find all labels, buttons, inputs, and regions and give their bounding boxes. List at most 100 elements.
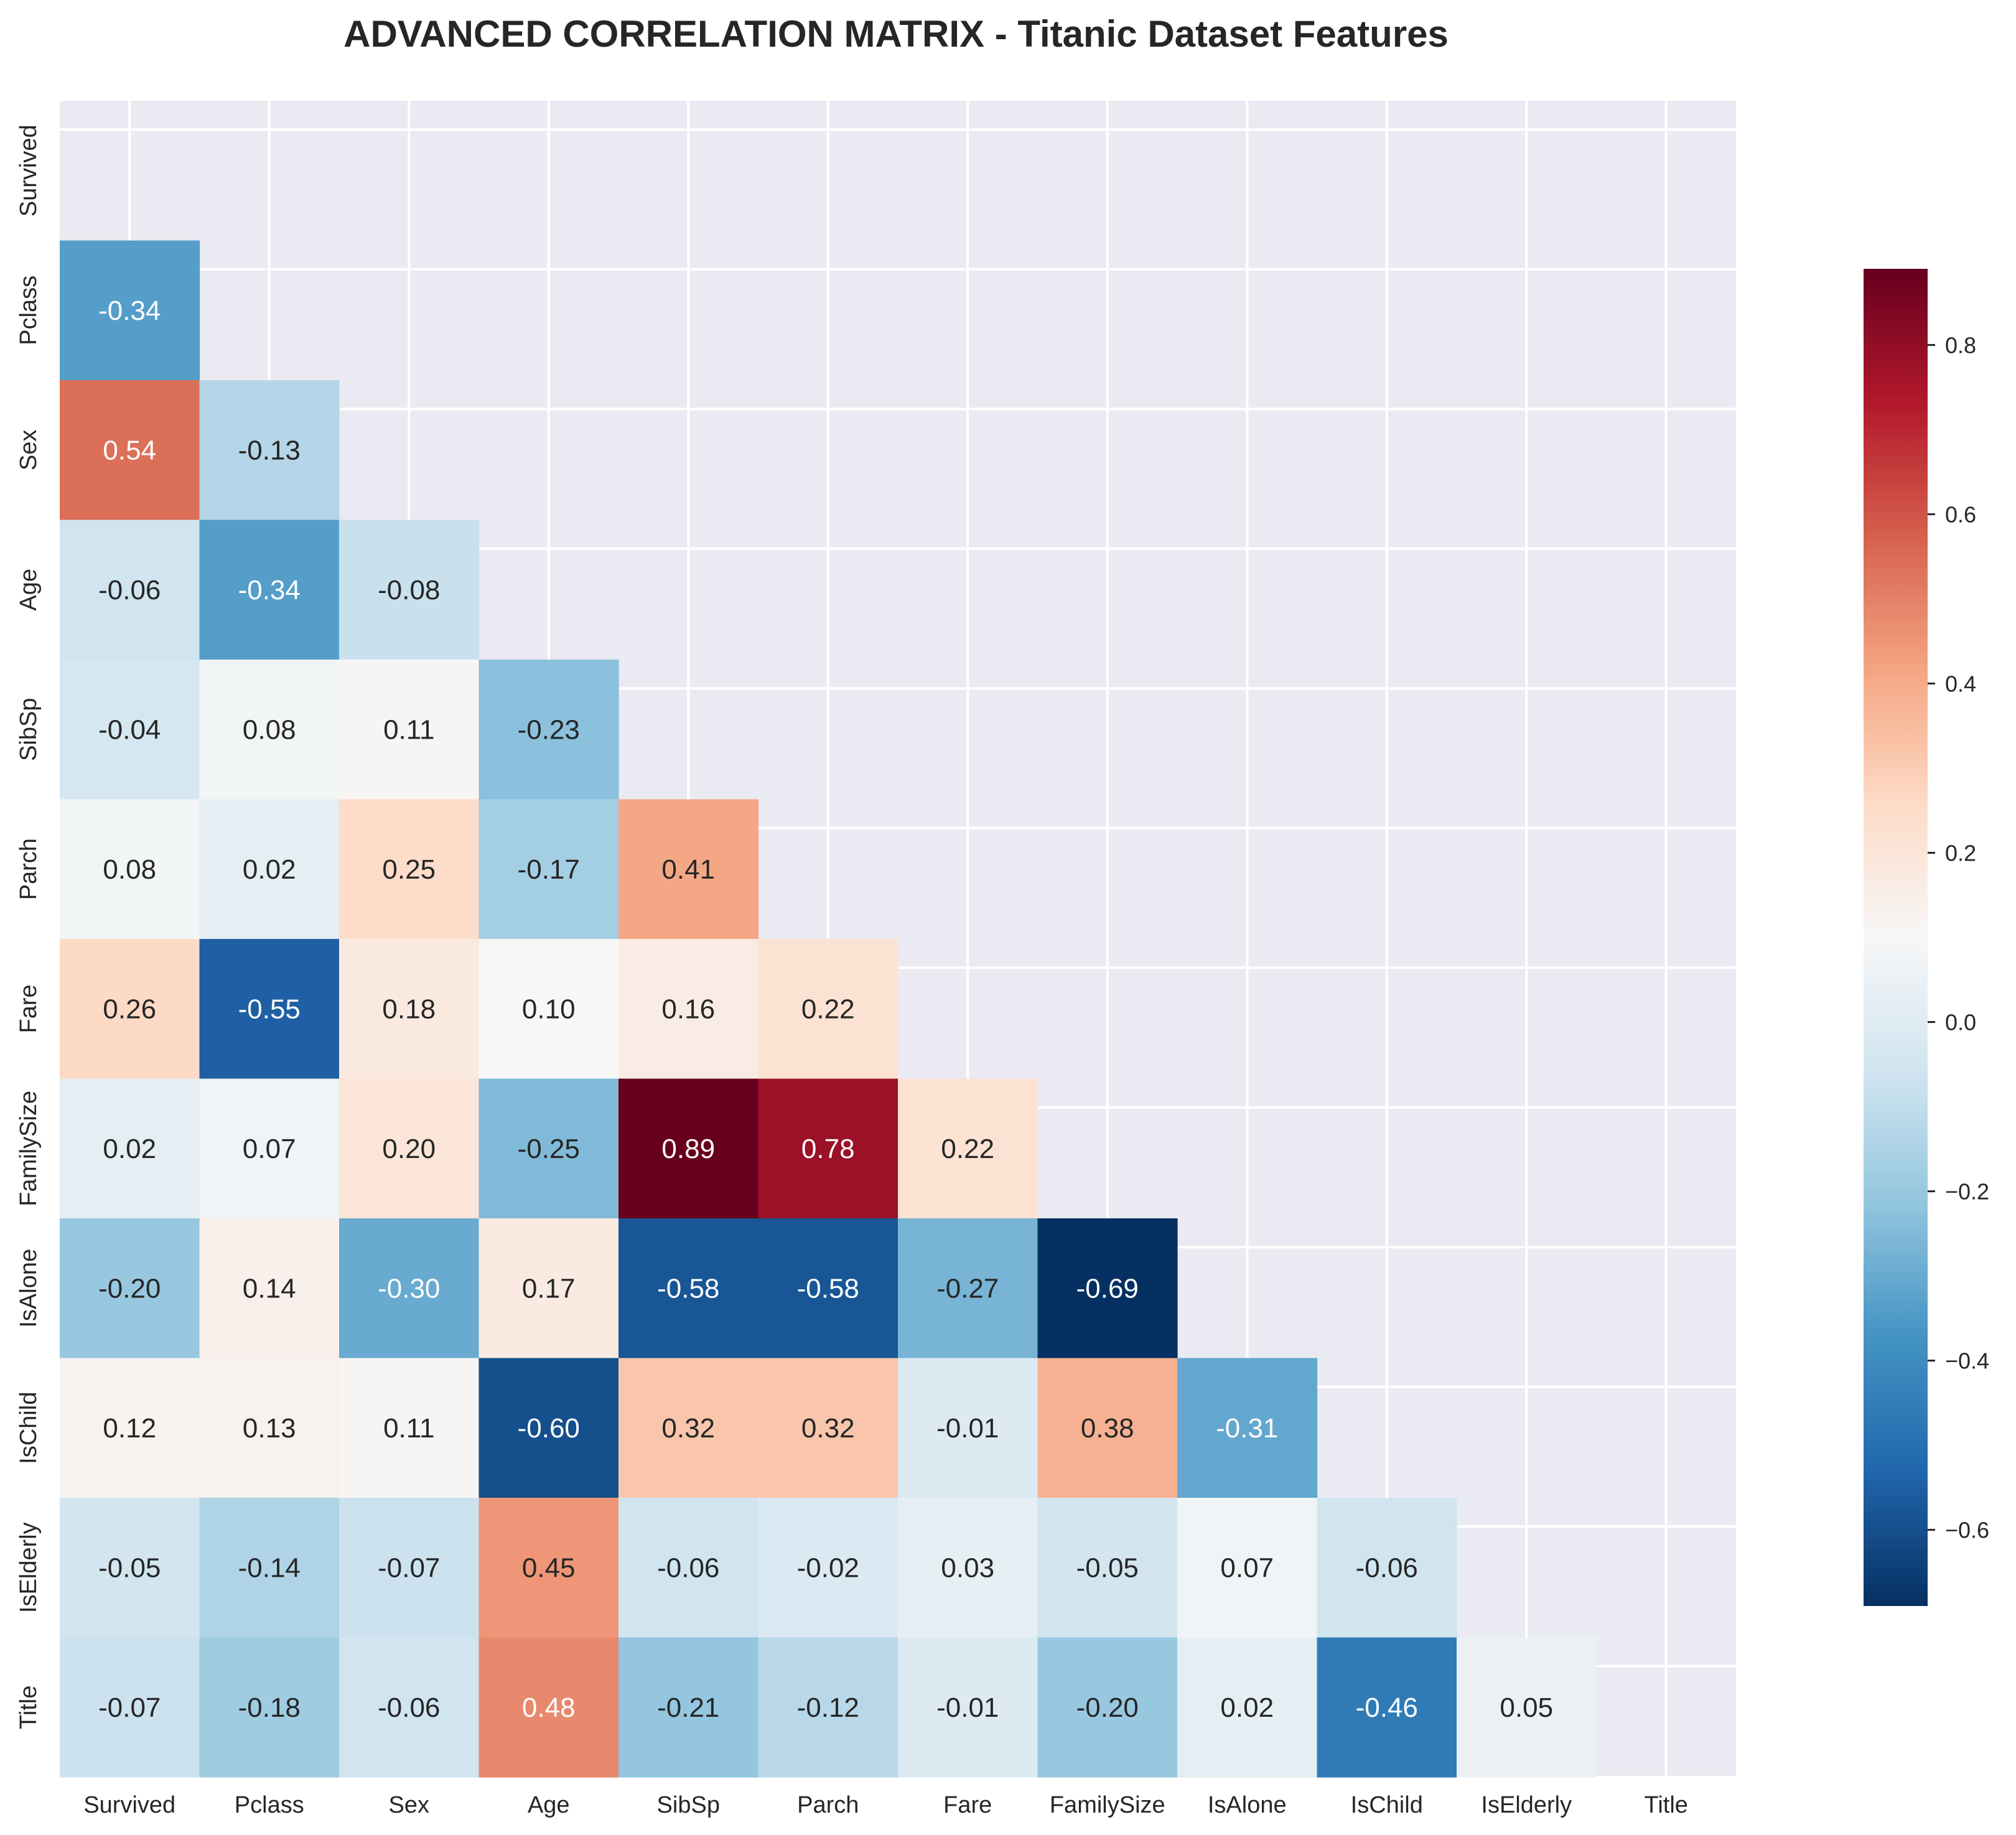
heatmap-cell-Pclass-Survived <box>60 240 200 381</box>
y-tick-label-Age: Age <box>16 569 42 611</box>
cell-value-IsChild-Survived: 0.12 <box>103 1413 156 1444</box>
heatmap-cell-Fare-Pclass <box>199 939 340 1080</box>
heatmap-cell-FamilySize-Pclass <box>199 1078 340 1219</box>
heatmap-cell-IsChild-Pclass <box>199 1358 340 1498</box>
cell-value-Age-Sex: -0.08 <box>378 575 440 605</box>
y-tick-label-IsChild: IsChild <box>16 1392 42 1464</box>
x-tick-label-Survived: Survived <box>83 1792 175 1818</box>
cell-value-Title-Pclass: -0.18 <box>238 1693 301 1723</box>
y-tick-label-IsElderly: IsElderly <box>16 1522 42 1613</box>
heatmap-cell-FamilySize-Parch <box>758 1078 898 1219</box>
heatmap-cell-IsElderly-Age <box>478 1498 619 1638</box>
heatmap-cell-Title-IsAlone <box>1177 1637 1318 1778</box>
cell-value-IsAlone-Parch: -0.58 <box>797 1273 859 1304</box>
heatmap-cell-IsChild-Sex <box>339 1358 480 1498</box>
cell-value-FamilySize-Survived: 0.02 <box>103 1134 156 1164</box>
heatmap-cell-IsElderly-Survived <box>60 1498 200 1638</box>
heatmap-cell-IsAlone-SibSp <box>618 1218 759 1359</box>
cell-value-Fare-Age: 0.10 <box>522 994 576 1024</box>
heatmap-cell-IsAlone-FamilySize <box>1037 1218 1178 1359</box>
cell-value-IsAlone-SibSp: -0.58 <box>657 1273 719 1304</box>
heatmap-cell-Title-Parch <box>758 1637 898 1778</box>
cell-value-Title-IsElderly: 0.05 <box>1500 1693 1553 1723</box>
heatmap-cell-Title-IsElderly <box>1457 1637 1597 1778</box>
y-tick-label-Survived: Survived <box>16 124 42 217</box>
y-tick-label-Pclass: Pclass <box>16 276 42 345</box>
cell-value-IsElderly-IsChild: -0.06 <box>1356 1553 1418 1583</box>
heatmap-cell-Parch-Age <box>478 799 619 940</box>
cell-value-IsElderly-IsAlone: 0.07 <box>1220 1553 1274 1583</box>
colorbar-tick-label: 0.0 <box>1945 1010 1976 1035</box>
cell-value-IsAlone-Pclass: 0.14 <box>243 1273 296 1304</box>
heatmap-cell-IsChild-Survived <box>60 1358 200 1498</box>
cell-value-IsChild-Sex: 0.11 <box>383 1413 434 1444</box>
x-tick-label-IsChild: IsChild <box>1351 1792 1423 1818</box>
colorbar-tick-label: −0.6 <box>1945 1518 1989 1543</box>
cell-value-IsChild-FamilySize: 0.38 <box>1081 1413 1134 1444</box>
cell-value-Title-Age: 0.48 <box>522 1693 576 1723</box>
colorbar-tick-label: −0.4 <box>1945 1348 1989 1374</box>
cell-value-IsChild-IsAlone: -0.31 <box>1216 1413 1278 1444</box>
heatmap-cell-IsElderly-SibSp <box>618 1498 759 1638</box>
y-tick-label-FamilySize: FamilySize <box>16 1091 42 1207</box>
cell-value-IsElderly-SibSp: -0.06 <box>657 1553 719 1583</box>
cell-value-SibSp-Survived: -0.04 <box>98 714 161 745</box>
colorbar-tick-label: 0.4 <box>1945 671 1976 696</box>
cell-value-Age-Pclass: -0.34 <box>238 575 301 605</box>
cell-value-Title-Parch: -0.12 <box>797 1693 859 1723</box>
heatmap-cell-SibSp-Survived <box>60 660 200 800</box>
cell-value-IsElderly-Survived: -0.05 <box>98 1553 161 1583</box>
x-tick-label-Parch: Parch <box>797 1792 859 1818</box>
cell-value-Fare-Sex: 0.18 <box>382 994 436 1024</box>
heatmap-cell-IsAlone-Parch <box>758 1218 898 1359</box>
cell-value-SibSp-Age: -0.23 <box>518 714 580 745</box>
x-tick-label-Age: Age <box>528 1792 570 1818</box>
cell-value-Fare-Parch: 0.22 <box>801 994 855 1024</box>
cell-value-Title-Survived: -0.07 <box>98 1693 161 1723</box>
cell-value-FamilySize-Parch: 0.78 <box>801 1134 855 1164</box>
y-tick-label-Fare: Fare <box>16 984 42 1033</box>
cell-value-Title-IsAlone: 0.02 <box>1220 1693 1274 1723</box>
heatmap-cell-Parch-Survived <box>60 799 200 940</box>
cell-value-IsChild-Pclass: 0.13 <box>243 1413 296 1444</box>
cell-value-Title-Sex: -0.06 <box>378 1693 440 1723</box>
colorbar-tick-label: −0.2 <box>1945 1179 1989 1205</box>
cell-value-IsChild-Fare: -0.01 <box>936 1413 999 1444</box>
x-axis-tick-labels: Survived Pclass Sex Age SibSp Parch Fare Family… <box>83 1792 1688 1818</box>
cell-value-Title-IsChild: -0.46 <box>1356 1693 1418 1723</box>
heatmap-cell-IsElderly-IsChild <box>1317 1498 1457 1638</box>
heatmap-cell-IsAlone-Fare <box>898 1218 1038 1359</box>
x-tick-label-IsAlone: IsAlone <box>1208 1792 1287 1818</box>
cell-value-IsElderly-Pclass: -0.14 <box>238 1553 301 1583</box>
heatmap-cell-Fare-SibSp <box>618 939 759 1080</box>
heatmap-cell-Fare-Sex <box>339 939 480 1080</box>
y-tick-label-Sex: Sex <box>16 430 42 470</box>
heatmap-cell-FamilySize-Sex <box>339 1078 480 1219</box>
heatmap-cell-IsElderly-IsAlone <box>1177 1498 1318 1638</box>
heatmap-cell-IsElderly-Pclass <box>199 1498 340 1638</box>
y-tick-label-IsAlone: IsAlone <box>16 1249 42 1328</box>
cell-value-IsElderly-FamilySize: -0.05 <box>1076 1553 1139 1583</box>
heatmap-cell-IsChild-Fare <box>898 1358 1038 1498</box>
colorbar-tick-label: 0.6 <box>1945 502 1976 527</box>
heatmap-cell-Title-Sex <box>339 1637 480 1778</box>
cell-value-Title-SibSp: -0.21 <box>657 1693 719 1723</box>
cell-value-Sex-Pclass: -0.13 <box>238 435 301 465</box>
cell-value-IsChild-SibSp: 0.32 <box>661 1413 715 1444</box>
heatmap-cell-SibSp-Age <box>478 660 619 800</box>
x-tick-label-Sex: Sex <box>389 1792 429 1818</box>
cell-value-Age-Survived: -0.06 <box>98 575 161 605</box>
cell-value-Parch-Pclass: 0.02 <box>243 854 296 885</box>
cell-value-FamilySize-SibSp: 0.89 <box>661 1134 715 1164</box>
cell-value-Fare-SibSp: 0.16 <box>661 994 715 1024</box>
heatmap-cell-IsElderly-Sex <box>339 1498 480 1638</box>
colorbar-tick-label: 0.2 <box>1945 840 1976 866</box>
cell-value-Fare-Survived: 0.26 <box>103 994 156 1024</box>
cell-value-IsAlone-Sex: -0.30 <box>378 1273 440 1304</box>
heatmap-cell-IsChild-FamilySize <box>1037 1358 1178 1498</box>
heatmap-cell-FamilySize-Fare <box>898 1078 1038 1219</box>
y-tick-label-Parch: Parch <box>16 838 42 900</box>
heatmap-cell-IsAlone-Pclass <box>199 1218 340 1359</box>
x-tick-label-Pclass: Pclass <box>235 1792 304 1818</box>
x-tick-label-Title: Title <box>1645 1792 1688 1818</box>
